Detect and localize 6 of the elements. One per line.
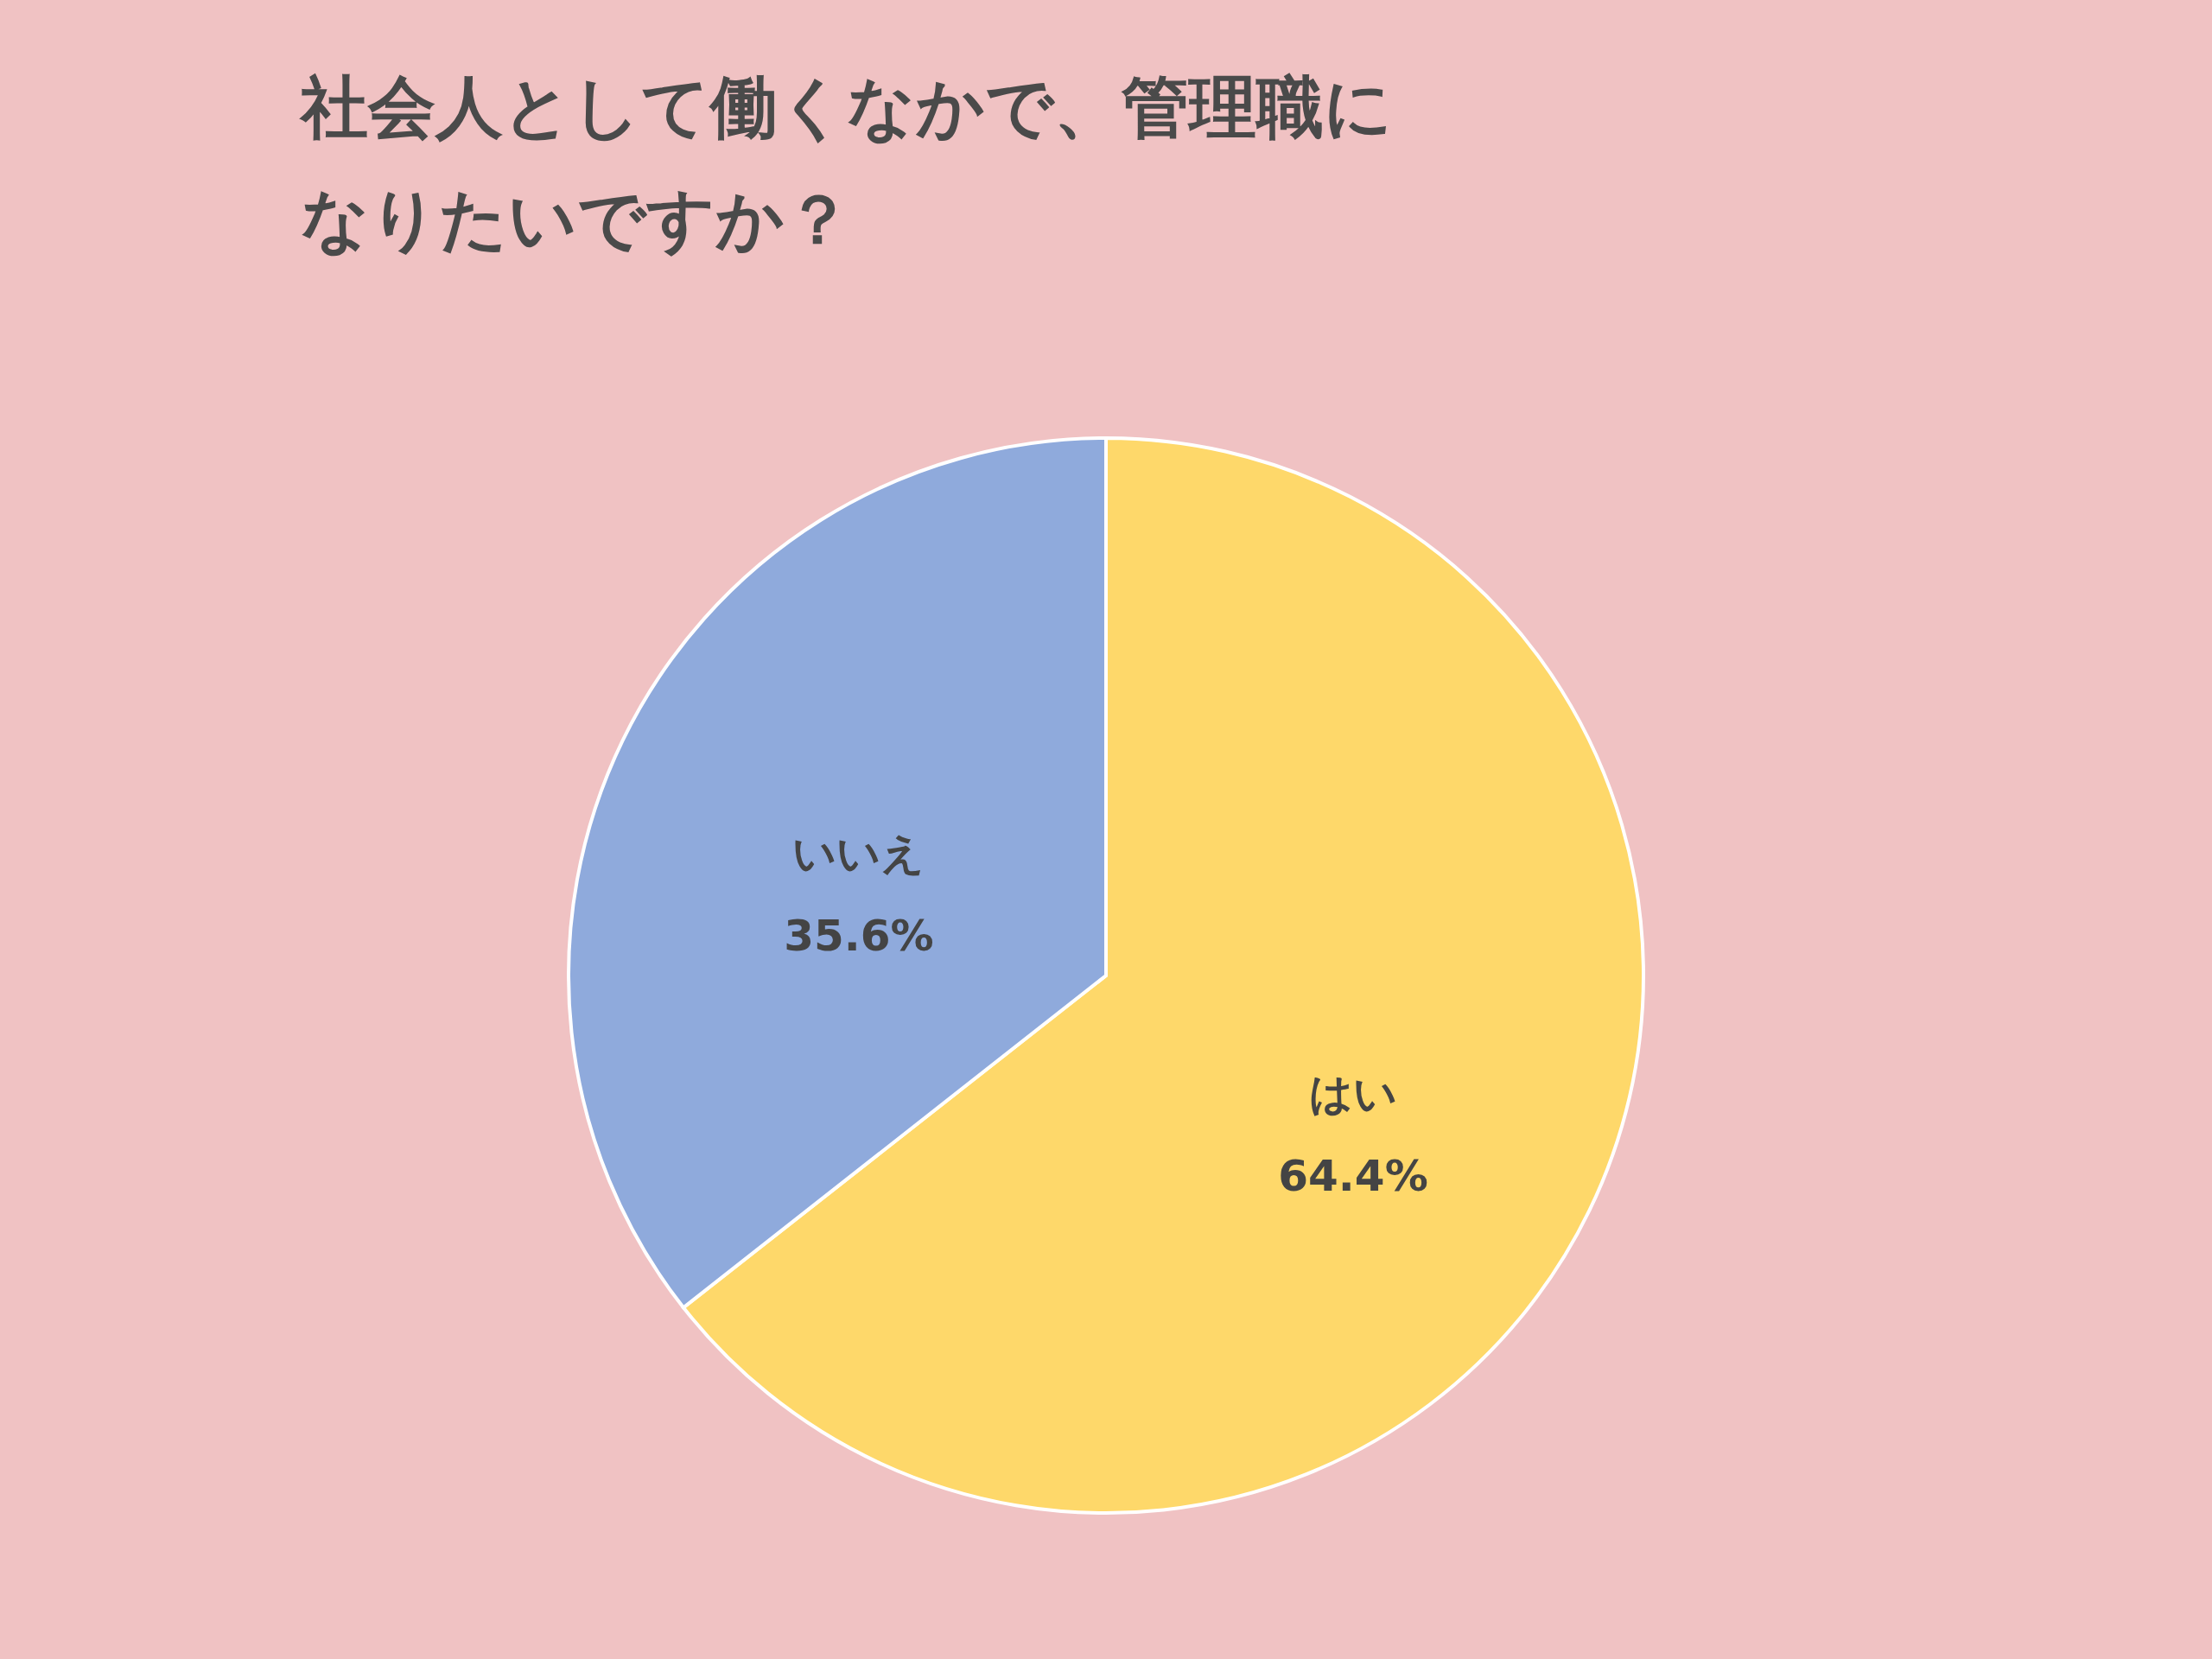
text: 社会人として働くなかで、管理職に xyxy=(301,68,1393,146)
slice-label: いいえ xyxy=(792,829,925,879)
data-label: 35.6% xyxy=(784,911,934,961)
slice-label: はい xyxy=(1309,1069,1398,1119)
data-label: 64.4% xyxy=(1278,1151,1428,1201)
text: なりたいですか？ xyxy=(301,181,852,258)
